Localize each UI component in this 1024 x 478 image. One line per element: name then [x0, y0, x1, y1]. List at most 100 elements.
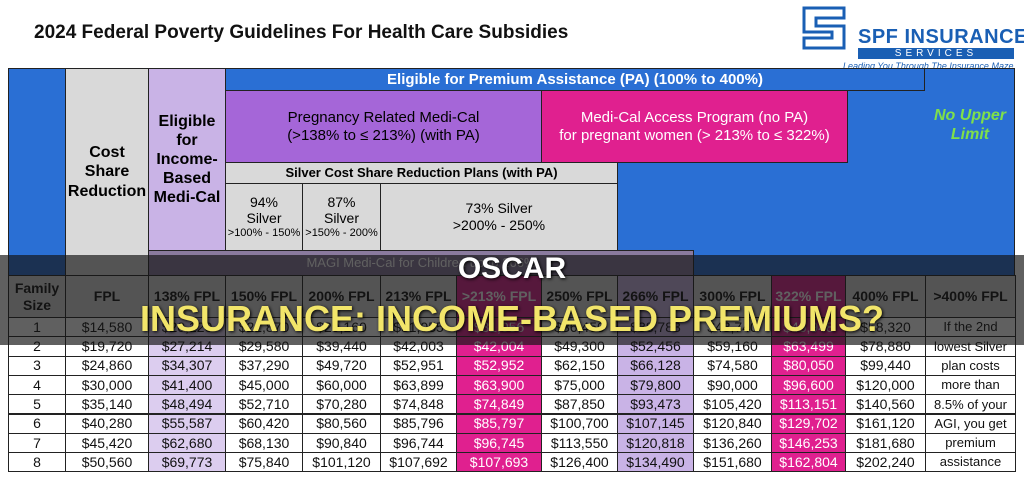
overlay-band	[0, 255, 1024, 345]
data-cell: $151,680	[693, 452, 772, 473]
medi-cal: Eligible for Income-Based Medi-Cal	[148, 68, 226, 251]
data-cell: $52,710	[225, 394, 303, 415]
data-cell: $37,290	[225, 355, 303, 376]
data-cell: $105,420	[693, 394, 772, 415]
title: 2024 Federal Poverty Guidelines For Heal…	[34, 22, 569, 43]
data-cell: $134,490	[617, 452, 694, 473]
data-cell: $75,000	[541, 374, 618, 396]
data-cell: $202,240	[845, 452, 926, 473]
data-cell: $99,440	[845, 355, 926, 376]
silver-plan: 87% Silver >150% - 200%	[302, 183, 381, 251]
data-cell: $24,860	[65, 355, 149, 376]
data-cell: $96,744	[380, 432, 457, 454]
data-cell: $85,796	[380, 413, 457, 434]
access: Medi-Cal Access Program (no PA) for preg…	[541, 90, 848, 163]
access-line: for pregnant women (> 213% to ≤ 322%)	[559, 126, 830, 144]
data-cell: $63,900	[456, 374, 542, 396]
data-cell: $162,804	[771, 452, 846, 473]
data-cell: $52,952	[456, 355, 542, 376]
data-cell: $107,692	[380, 452, 457, 473]
data-cell: $100,700	[541, 413, 618, 434]
data-cell: $87,850	[541, 394, 618, 415]
data-cell: $120,818	[617, 432, 694, 454]
data-cell: $161,120	[845, 413, 926, 434]
note-cell: 8.5% of your	[925, 394, 1016, 415]
data-cell: $93,473	[617, 394, 694, 415]
data-cell: $41,400	[148, 374, 226, 396]
cost-share: Cost Share Reduction	[65, 68, 149, 276]
banner: Eligible for Premium Assistance (PA) (10…	[225, 68, 925, 91]
data-cell: $113,550	[541, 432, 618, 454]
plan-name: Silver	[323, 210, 359, 227]
data-cell: $85,797	[456, 413, 542, 434]
plan-range: >100% - 150%	[227, 227, 301, 240]
data-cell: $80,050	[771, 355, 846, 376]
pregnancy-line: Pregnancy Related Medi-Cal	[287, 108, 480, 126]
data-cell: $96,600	[771, 374, 846, 396]
plan-range: >150% - 200%	[305, 227, 378, 240]
overlay-subtitle: INSURANCE: INCOME-BASED PREMIUMS?	[139, 298, 884, 339]
data-cell: $52,951	[380, 355, 457, 376]
note-cell: more than	[925, 374, 1016, 396]
data-cell: $60,420	[225, 413, 303, 434]
data-cell: $129,702	[771, 413, 846, 434]
data-cell: $74,849	[456, 394, 542, 415]
data-cell: $120,000	[845, 374, 926, 396]
note-cell: AGI, you get	[925, 413, 1016, 434]
silver-title: Silver Cost Share Reduction Plans (with …	[225, 162, 618, 184]
data-cell: 5	[8, 394, 66, 415]
data-cell: $126,400	[541, 452, 618, 473]
pregnancy: Pregnancy Related Medi-Cal (>138% to ≤ 2…	[225, 90, 542, 163]
data-cell: $70,280	[302, 394, 381, 415]
data-cell: $55,587	[148, 413, 226, 434]
data-cell: 6	[8, 413, 66, 434]
access-line: Medi-Cal Access Program (no PA)	[580, 108, 809, 126]
data-cell: $45,420	[65, 432, 149, 454]
data-cell: $75,840	[225, 452, 303, 473]
data-cell: 4	[8, 374, 66, 396]
note-cell: assistance	[925, 452, 1016, 473]
plan-range: >200% - 250%	[452, 217, 546, 233]
plan-pct: 73% Silver	[465, 200, 533, 217]
no-limit: No Upper Limit	[934, 106, 1006, 143]
data-cell: $140,560	[845, 394, 926, 415]
data-cell: $34,307	[148, 355, 226, 376]
pregnancy-line: (>138% to ≤ 213%) (with PA)	[287, 126, 480, 144]
logo-name: SPF INSURANCE	[858, 26, 1024, 48]
data-cell: $66,128	[617, 355, 694, 376]
plan-pct: 94%	[249, 193, 279, 210]
data-cell: $96,745	[456, 432, 542, 454]
data-cell: $120,840	[693, 413, 772, 434]
data-cell: 8	[8, 452, 66, 473]
data-cell: $69,773	[148, 452, 226, 473]
logo-division: SERVICES	[858, 48, 1014, 59]
data-cell: $63,899	[380, 374, 457, 396]
data-cell: $62,150	[541, 355, 618, 376]
data-cell: $90,000	[693, 374, 772, 396]
data-cell: 3	[8, 355, 66, 376]
data-cell: $74,848	[380, 394, 457, 415]
note-cell: premium	[925, 432, 1016, 454]
data-cell: $45,000	[225, 374, 303, 396]
data-cell: $90,840	[302, 432, 381, 454]
data-cell: $48,494	[148, 394, 226, 415]
data-cell: $181,680	[845, 432, 926, 454]
data-cell: $101,120	[302, 452, 381, 473]
data-cell: $30,000	[65, 374, 149, 396]
data-cell: $50,560	[65, 452, 149, 473]
data-cell: $113,151	[771, 394, 846, 415]
data-cell: $68,130	[225, 432, 303, 454]
data-cell: $40,280	[65, 413, 149, 434]
logo-tagline: Leading You Through The Insurance Maze	[843, 61, 1014, 71]
data-cell: $107,693	[456, 452, 542, 473]
silver-plan: 73% Silver >200% - 250%	[380, 183, 618, 251]
data-cell: $136,260	[693, 432, 772, 454]
data-cell: $80,560	[302, 413, 381, 434]
data-cell: $49,720	[302, 355, 381, 376]
data-cell: $60,000	[302, 374, 381, 396]
data-cell: $107,145	[617, 413, 694, 434]
logo-icon	[802, 6, 846, 50]
data-cell: $74,580	[693, 355, 772, 376]
overlay-title: OSCAR	[457, 252, 567, 285]
